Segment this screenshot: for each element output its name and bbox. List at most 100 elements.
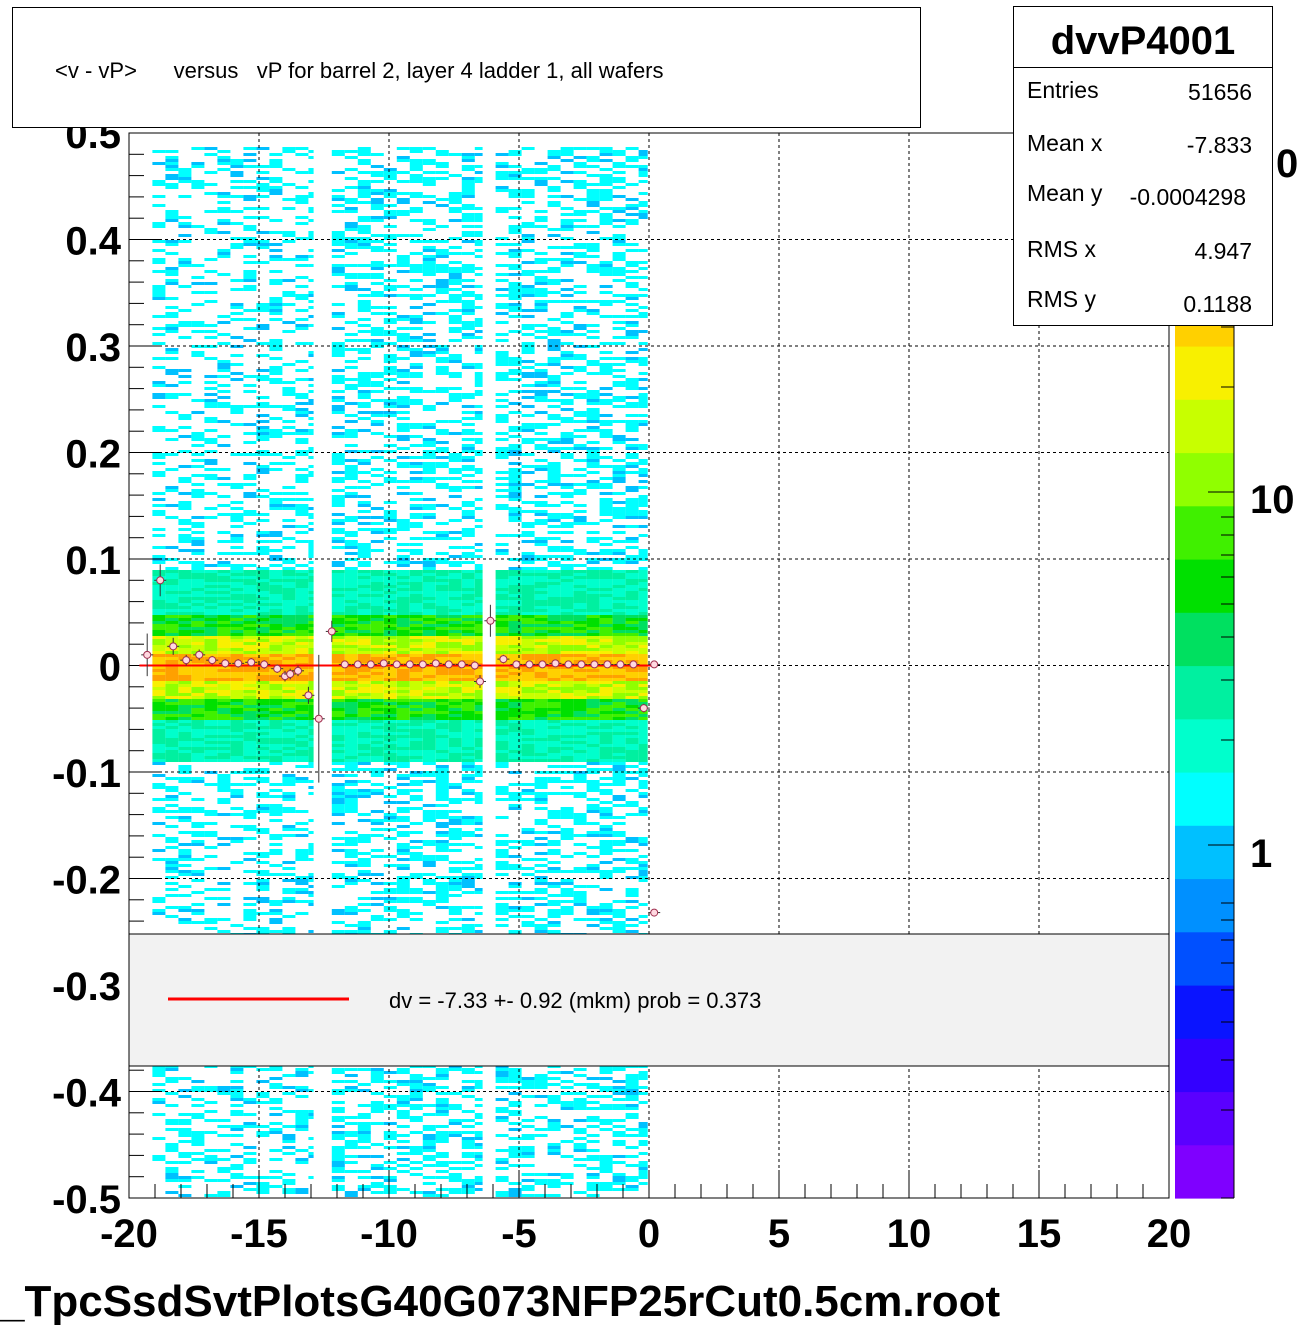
heatmap-cell [495, 273, 509, 276]
heatmap-cell [178, 765, 192, 768]
heatmap-cell [308, 522, 314, 525]
heatmap-cell [344, 333, 358, 336]
heatmap-cell [435, 420, 449, 423]
heatmap-cell [435, 1110, 449, 1113]
heatmap-cell [370, 246, 384, 249]
heatmap-cell [217, 150, 231, 153]
heatmap-cell [508, 609, 522, 612]
heatmap-cell [370, 1068, 384, 1071]
heatmap-cell [474, 756, 483, 759]
heatmap-cell [435, 1137, 449, 1140]
heatmap-cell [409, 462, 423, 465]
heatmap-cell [370, 759, 384, 762]
heatmap-cell [383, 1188, 397, 1191]
heatmap-cell [435, 177, 449, 180]
heatmap-cell [396, 159, 410, 162]
heatmap-cell [256, 369, 270, 372]
heatmap-cell [396, 576, 410, 579]
heatmap-cell [295, 849, 309, 852]
heatmap-cell [474, 582, 483, 585]
heatmap-cell [508, 192, 522, 195]
heatmap-cell [461, 843, 475, 846]
heatmap-cell [435, 897, 449, 900]
heatmap-cell [409, 321, 423, 324]
heatmap-cell [435, 858, 449, 861]
heatmap-cell [435, 576, 449, 579]
heatmap-cell [204, 1161, 218, 1164]
heatmap-cell [243, 825, 257, 828]
heatmap-cell [448, 630, 462, 633]
heatmap-cell [495, 756, 509, 759]
heatmap-cell [396, 549, 410, 552]
heatmap-cell [435, 831, 449, 834]
heatmap-cell [165, 696, 179, 699]
heatmap-cell [508, 534, 522, 537]
heatmap-cell [422, 696, 436, 699]
heatmap-cell [422, 636, 436, 639]
heatmap-cell [383, 414, 397, 417]
heatmap-cell [230, 1080, 244, 1083]
heatmap-cell [152, 630, 166, 633]
heatmap-cell [448, 471, 462, 474]
heatmap-cell [282, 639, 296, 642]
heatmap-cell [191, 399, 205, 402]
heatmap-cell [269, 684, 283, 687]
heatmap-cell [230, 354, 244, 357]
heatmap-cell [435, 1068, 449, 1071]
heatmap-cell [269, 711, 283, 714]
heatmap-cell [256, 189, 270, 192]
heatmap-cell [370, 549, 384, 552]
heatmap-cell [461, 165, 475, 168]
heatmap-cell [204, 645, 218, 648]
heatmap-cell [282, 462, 296, 465]
heatmap-cell [295, 1191, 309, 1194]
heatmap-cell [422, 633, 436, 636]
heatmap-cell [230, 186, 244, 189]
heatmap-cell [357, 720, 371, 723]
heatmap-cell [217, 210, 231, 213]
heatmap-cell [191, 777, 205, 780]
heatmap-cell [461, 666, 475, 669]
heatmap-cell [495, 243, 509, 246]
heatmap-cell [521, 858, 535, 861]
heatmap-cell [152, 651, 166, 654]
heatmap-cell [357, 651, 371, 654]
heatmap-cell [409, 234, 423, 237]
heatmap-cell [422, 675, 436, 678]
heatmap-cell [448, 267, 462, 270]
heatmap-cell [308, 582, 314, 585]
heatmap-cell [474, 876, 483, 879]
heatmap-cell [204, 867, 218, 870]
heatmap-cell [230, 759, 244, 762]
heatmap-cell [344, 621, 358, 624]
heatmap-cell [396, 720, 410, 723]
heatmap-cell [204, 381, 218, 384]
heatmap-cell [178, 756, 192, 759]
heatmap-cell [521, 669, 535, 672]
heatmap-cell [230, 594, 244, 597]
heatmap-cell [409, 507, 423, 510]
heatmap-cell [308, 498, 314, 501]
heatmap-cell [422, 1146, 436, 1149]
heatmap-cell [474, 351, 483, 354]
heatmap-cell [474, 720, 483, 723]
heatmap-cell [396, 738, 410, 741]
heatmap-cell [409, 543, 423, 546]
heatmap-cell [357, 318, 371, 321]
heatmap-cell [152, 696, 166, 699]
heatmap-cell [295, 411, 309, 414]
heatmap-cell [344, 597, 358, 600]
heatmap-cell [344, 639, 358, 642]
heatmap-cell [495, 1194, 509, 1197]
heatmap-cell [370, 750, 384, 753]
heatmap-cell [521, 756, 535, 759]
heatmap-cell [357, 621, 371, 624]
heatmap-cell [383, 687, 397, 690]
heatmap-cell [461, 444, 475, 447]
heatmap-cell [448, 822, 462, 825]
heatmap-cell [370, 591, 384, 594]
heatmap-cell [448, 1131, 462, 1134]
heatmap-cell [474, 735, 483, 738]
heatmap-cell [344, 222, 358, 225]
heatmap-cell [521, 732, 535, 735]
